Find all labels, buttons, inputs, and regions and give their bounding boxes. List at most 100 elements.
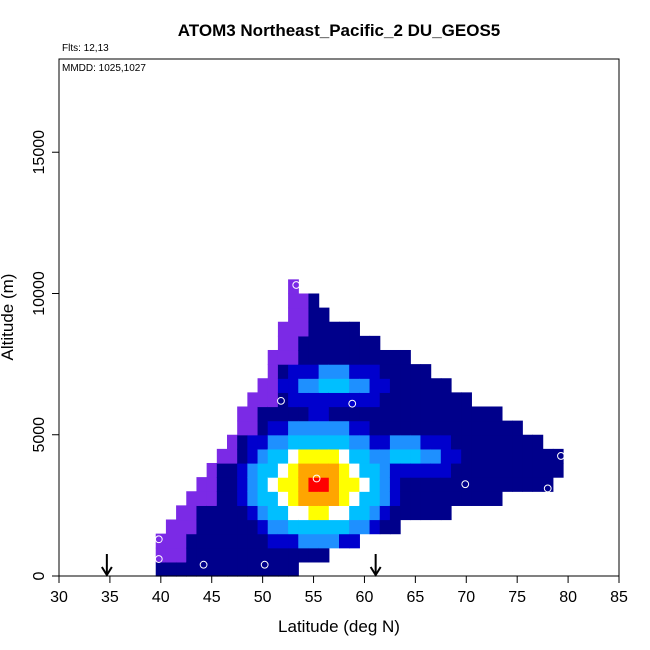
heatmap-cell: [491, 491, 503, 506]
x-tick-label: 70: [457, 589, 475, 606]
heatmap-cell: [420, 462, 432, 478]
heatmap-cell: [277, 505, 289, 521]
heatmap-cell: [339, 349, 350, 365]
heatmap-cell: [400, 462, 411, 478]
heatmap-cell: [298, 335, 310, 351]
heatmap-cell: [298, 547, 310, 563]
heatmap-cell: [451, 406, 462, 422]
heatmap-cell: [400, 378, 411, 393]
heatmap-cell: [339, 434, 350, 450]
x-tick-label: 50: [254, 589, 272, 606]
heatmap-cell: [206, 491, 218, 506]
heatmap-cell: [481, 420, 493, 436]
heatmap-cell: [512, 434, 523, 450]
heatmap-cell: [288, 533, 299, 549]
heatmap-cell: [328, 378, 340, 393]
heatmap-cell: [339, 364, 350, 379]
heatmap-cell: [532, 462, 544, 478]
heatmap-cell: [451, 420, 462, 436]
heatmap-cell: [155, 533, 167, 549]
heatmap-cell: [298, 349, 310, 365]
heatmap-cell: [471, 448, 483, 464]
heatmap-cell: [440, 505, 452, 521]
heatmap-cell: [237, 448, 248, 464]
heatmap-cell: [400, 491, 411, 506]
heatmap-cell: [267, 406, 279, 422]
heatmap-cell: [461, 420, 472, 436]
heatmap-cell: [379, 462, 391, 478]
heatmap-cell: [359, 378, 371, 393]
heatmap-cell: [369, 420, 381, 436]
flight-marker-arrow: [369, 554, 382, 577]
heatmap-cell: [522, 462, 534, 478]
heatmap-cell: [155, 561, 167, 577]
heatmap-cell: [430, 505, 442, 521]
y-axis: 0 5000 10000 15000: [31, 130, 59, 580]
heatmap-cell: [501, 477, 513, 492]
heatmap-cell: [257, 448, 269, 464]
sample-point: [199, 560, 208, 569]
heatmap-cell: [247, 420, 259, 436]
heatmap-cell: [461, 462, 472, 478]
heatmap-cell: [257, 434, 269, 450]
heatmap-cell: [389, 420, 401, 436]
heatmap-cell: [308, 547, 320, 563]
heatmap-cell: [501, 462, 513, 478]
heatmap-cell: [318, 477, 330, 492]
heatmap-cell: [339, 491, 350, 506]
heatmap-cell: [176, 561, 187, 577]
heatmap-cell: [196, 477, 208, 492]
heatmap-cell: [288, 561, 299, 577]
heatmap-cell: [257, 477, 269, 492]
heatmap-cell: [277, 335, 289, 351]
heatmap-cell: [196, 533, 208, 549]
heatmap-cell: [359, 519, 371, 535]
heatmap-cell: [318, 434, 330, 450]
heatmap-cell: [491, 477, 503, 492]
heatmap-cell: [308, 364, 320, 379]
heatmap-cell: [349, 392, 360, 408]
heatmap-cell: [379, 378, 391, 393]
heatmap-cell: [216, 477, 228, 492]
heatmap-cell: [481, 406, 493, 422]
heatmap-cell: [227, 547, 238, 563]
heatmap-cell: [288, 448, 299, 464]
heatmap-cell: [277, 364, 289, 379]
heatmap-cell: [389, 448, 401, 464]
heatmap-cell: [196, 547, 208, 563]
heatmap-cell: [206, 561, 218, 577]
heatmap-cell: [379, 406, 391, 422]
heatmap-cell: [389, 491, 401, 506]
heatmap-cell: [308, 378, 320, 393]
heatmap-cell: [491, 462, 503, 478]
sample-point: [260, 560, 269, 569]
heatmap-cell: [298, 378, 310, 393]
heatmap-cell: [288, 307, 299, 323]
heatmap-cell: [267, 533, 279, 549]
heatmap-cell: [339, 462, 350, 478]
heatmap-cell: [186, 547, 198, 563]
heatmap-cell: [420, 491, 432, 506]
heatmap-cell: [298, 448, 310, 464]
heatmap-cell: [349, 505, 360, 521]
flight-markers: [101, 554, 382, 577]
heatmap-cell: [430, 406, 442, 422]
heatmap-cell: [308, 406, 320, 422]
heatmap-cell: [328, 448, 340, 464]
heatmap-cell: [410, 448, 422, 464]
heatmap-cell: [298, 321, 310, 337]
heatmap-cell: [277, 392, 289, 408]
heatmap-cell: [359, 335, 371, 351]
sample-point: [557, 452, 565, 460]
heatmap-cell: [227, 491, 238, 506]
chart-title: ATOM3 Northeast_Pacific_2 DU_GEOS5: [178, 21, 501, 40]
heatmap-cell: [389, 434, 401, 450]
heatmap-cell: [288, 547, 299, 563]
heatmap-cell: [267, 477, 279, 492]
heatmap-cell: [369, 364, 381, 379]
heatmap-cell: [430, 434, 442, 450]
heatmap-cell: [288, 293, 299, 309]
heatmap-cell: [237, 533, 248, 549]
heatmap-cell: [359, 491, 371, 506]
heatmap-cell: [542, 448, 554, 464]
